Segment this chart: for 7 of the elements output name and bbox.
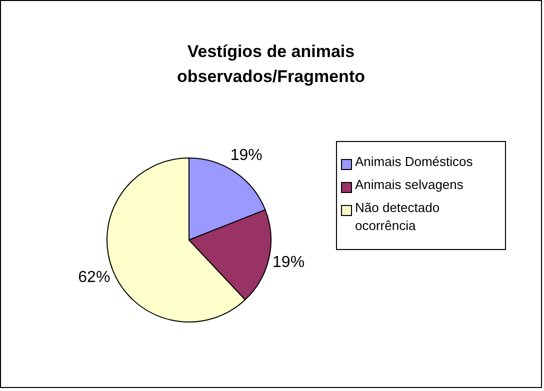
chart-title: Vestígios de animais observados/Fragmento	[176, 41, 366, 88]
legend-label: Animais selvagens	[355, 176, 464, 194]
legend-label: Não detectado ocorrência	[355, 199, 441, 235]
data-label: 19%	[272, 254, 305, 271]
data-label: 62%	[78, 269, 110, 286]
data-label: 19%	[230, 147, 262, 164]
legend-label: Animais Domésticos	[355, 153, 473, 171]
